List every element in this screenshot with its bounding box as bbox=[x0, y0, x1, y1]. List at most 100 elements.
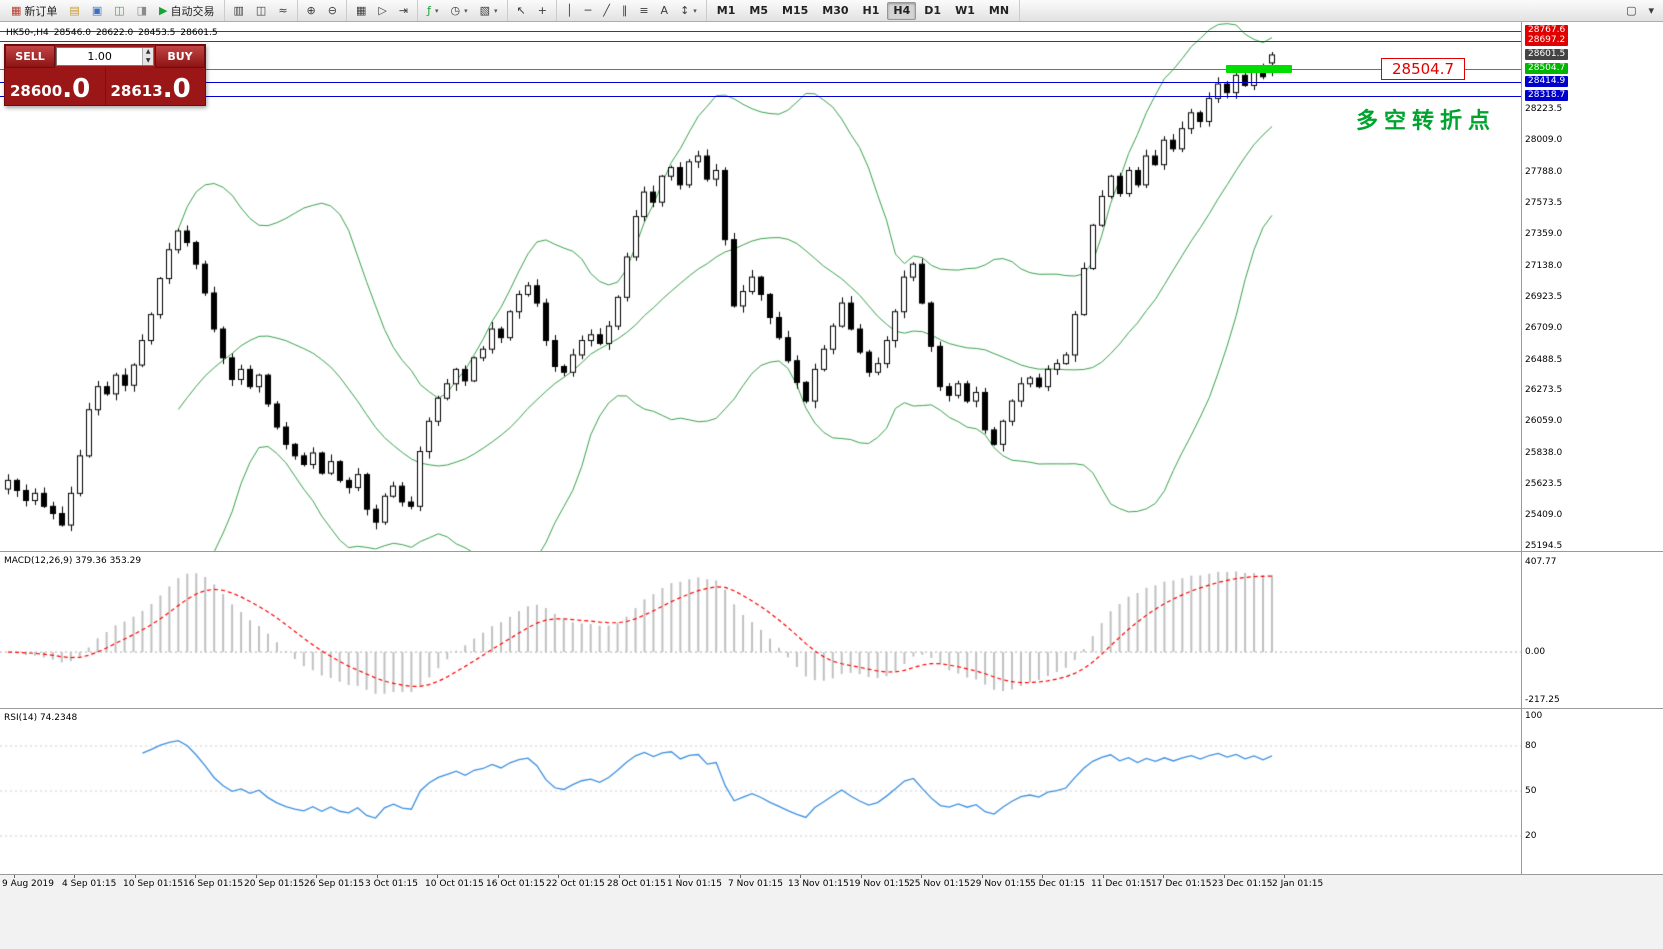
vertical-line-button[interactable]: │ bbox=[561, 2, 578, 20]
axis-tick-label: 80 bbox=[1525, 741, 1537, 751]
chart-shift-icon: ⇥ bbox=[398, 4, 409, 17]
one-click-trading-panel: SELL ▲ ▼ BUY 28600 .0 28613 .0 bbox=[4, 44, 206, 106]
time-label: 4 Sep 01:15 bbox=[62, 879, 117, 889]
timeframe-w1-button[interactable]: W1 bbox=[949, 2, 981, 20]
crosshair-button[interactable]: + bbox=[533, 2, 552, 20]
turning-point-annotation[interactable]: 多空转折点 bbox=[1356, 109, 1497, 134]
axis-tick-label: 50 bbox=[1525, 786, 1537, 796]
zoom-in-button[interactable]: ⊕ bbox=[302, 2, 321, 20]
indicators-button[interactable]: ƒ ▾ bbox=[422, 2, 443, 20]
axis-tick-label: 26273.5 bbox=[1525, 385, 1563, 395]
panel-separator[interactable] bbox=[0, 551, 1663, 552]
timeframe-h4-label: H4 bbox=[893, 4, 911, 17]
time-tick bbox=[377, 875, 378, 878]
equidistant-channel-icon: ∥ bbox=[621, 4, 628, 17]
sell-button[interactable]: SELL bbox=[5, 45, 55, 68]
templates-caret-icon[interactable]: ▾ bbox=[493, 6, 498, 15]
price-level-label: 28318.7 bbox=[1525, 90, 1569, 101]
macd-canvas[interactable] bbox=[0, 553, 1521, 708]
ohlc-low: 28453.5 bbox=[138, 28, 176, 38]
arrows-button[interactable]: ↕ ▾ bbox=[675, 2, 702, 20]
chart-ohlc-label: HK50-,H4 28546.0 28622.0 28453.5 28601.5 bbox=[6, 28, 218, 38]
green-highlight-segment[interactable] bbox=[1226, 65, 1292, 73]
time-label: 22 Oct 01:15 bbox=[546, 879, 605, 889]
zoom-out-button[interactable]: ⊖ bbox=[323, 2, 342, 20]
macd-label: MACD(12,26,9) 379.36 353.29 bbox=[4, 556, 142, 566]
time-label: 26 Sep 01:15 bbox=[304, 879, 365, 889]
price-annotation-box[interactable]: 28504.7 bbox=[1381, 58, 1466, 80]
indicators-caret-icon[interactable]: ▾ bbox=[434, 6, 439, 15]
templates-icon: ▧ bbox=[479, 4, 490, 17]
price-line-28504.7[interactable] bbox=[0, 69, 1521, 70]
timeframe-m1-button[interactable]: M1 bbox=[711, 2, 742, 20]
trendline-button[interactable]: ╱ bbox=[598, 2, 615, 20]
rsi-label: RSI(14) 74.2348 bbox=[4, 713, 78, 723]
text-button[interactable]: A bbox=[656, 2, 674, 20]
chart-shift-button[interactable]: ⇥ bbox=[394, 2, 413, 20]
axis-tick-label: 25623.5 bbox=[1525, 479, 1563, 489]
timeframe-m30-label: M30 bbox=[822, 4, 849, 17]
axis-tick-label: 26923.5 bbox=[1525, 292, 1563, 302]
profiles-button[interactable]: ▣ bbox=[87, 2, 107, 20]
auto-trading-button[interactable]: ▶ 自动交易 bbox=[154, 2, 219, 20]
timeframe-d1-button[interactable]: D1 bbox=[918, 2, 947, 20]
timeframe-m30-button[interactable]: M30 bbox=[816, 2, 854, 20]
rsi-canvas[interactable] bbox=[0, 710, 1521, 874]
zoom-out-icon: ⊖ bbox=[327, 4, 337, 17]
equidistant-channel-button[interactable]: ∥ bbox=[617, 2, 633, 20]
window-layout-button[interactable]: ▢ bbox=[1621, 1, 1641, 19]
volume-input[interactable] bbox=[57, 48, 143, 65]
navigator-button[interactable]: ◨ bbox=[132, 2, 152, 20]
horizontal-line-button[interactable]: ─ bbox=[580, 2, 597, 20]
arrows-caret-icon[interactable]: ▾ bbox=[693, 6, 697, 15]
templates-button[interactable]: ▧ ▾ bbox=[475, 2, 503, 20]
price-line-28318.7[interactable] bbox=[0, 96, 1521, 97]
price-line-28697.2[interactable] bbox=[0, 41, 1521, 42]
toolbar-group-trade: ▦ 新订单 ▤ ▣ ◫ ◨ ▶ 自动交易 bbox=[2, 0, 225, 21]
time-label: 10 Oct 01:15 bbox=[425, 879, 484, 889]
auto-trading-label: 自动交易 bbox=[170, 4, 215, 18]
axis-tick-label: 100 bbox=[1525, 711, 1543, 721]
axis-tick-label: 25194.5 bbox=[1525, 541, 1563, 551]
price-axis[interactable]: 28223.5 28009.0 27788.0 27573.5 27359.0 27138… bbox=[1522, 0, 1663, 949]
fibonacci-button[interactable]: ≡ bbox=[634, 2, 653, 20]
new-order-button[interactable]: ▦ 新订单 bbox=[6, 2, 62, 20]
timeframe-d1-label: D1 bbox=[924, 4, 942, 17]
cursor-button[interactable]: ↖ bbox=[512, 2, 531, 20]
volume-up-icon[interactable]: ▲ bbox=[142, 48, 153, 57]
buy-button[interactable]: BUY bbox=[155, 45, 205, 68]
timeframe-h4-button[interactable]: H4 bbox=[887, 1, 917, 20]
timeframe-m15-button[interactable]: M15 bbox=[776, 2, 814, 20]
toolbar-group-zoom: ⊕ ⊖ bbox=[298, 0, 347, 21]
toolbar-right-group: ▢ ▾ bbox=[1621, 1, 1659, 19]
charts-button[interactable]: ▤ bbox=[64, 2, 84, 20]
panel-separator[interactable] bbox=[0, 708, 1663, 709]
tile-windows-button[interactable]: ▦ bbox=[351, 2, 371, 20]
profiles-icon: ▣ bbox=[91, 4, 103, 17]
price-line-28414.9[interactable] bbox=[0, 82, 1521, 83]
time-label: 29 Nov 01:15 bbox=[970, 879, 1031, 889]
axis-tick-label: 20 bbox=[1525, 831, 1537, 841]
line-chart-button[interactable]: ≈ bbox=[273, 2, 292, 20]
candlestick-chart-button[interactable]: ◫ bbox=[251, 2, 271, 20]
time-tick bbox=[256, 875, 257, 878]
bar-chart-button[interactable]: ▥ bbox=[229, 2, 249, 20]
ohlc-high: 28622.0 bbox=[95, 28, 134, 38]
price-chart-canvas[interactable] bbox=[0, 22, 1521, 551]
market-watch-button[interactable]: ◫ bbox=[109, 2, 129, 20]
time-tick bbox=[1103, 875, 1104, 878]
timeframe-mn-button[interactable]: MN bbox=[983, 2, 1015, 20]
timeframe-h1-button[interactable]: H1 bbox=[857, 2, 886, 20]
ask-frac: .0 bbox=[162, 74, 191, 104]
timeframe-m5-button[interactable]: M5 bbox=[743, 2, 774, 20]
time-tick bbox=[619, 875, 620, 878]
time-axis[interactable]: 9 Aug 2019 4 Sep 01:15 10 Sep 01:15 16 Sep … bbox=[0, 875, 1663, 949]
volume-down-icon[interactable]: ▼ bbox=[142, 56, 153, 65]
price-line-28767.6[interactable] bbox=[0, 31, 1521, 32]
zoom-in-icon: ⊕ bbox=[306, 4, 316, 17]
periods-button[interactable]: ◷ ▾ bbox=[445, 2, 472, 20]
toolbar-options-button[interactable]: ▾ bbox=[1643, 1, 1659, 19]
periods-caret-icon[interactable]: ▾ bbox=[464, 6, 468, 15]
auto-scroll-button[interactable]: ▷ bbox=[373, 2, 391, 20]
toolbar-group-objects: ƒ ▾ ◷ ▾ ▧ ▾ bbox=[418, 0, 508, 21]
